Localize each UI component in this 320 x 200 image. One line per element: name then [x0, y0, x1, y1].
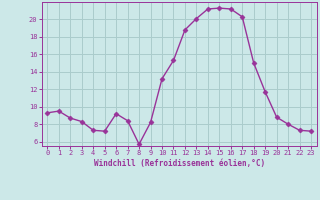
X-axis label: Windchill (Refroidissement éolien,°C): Windchill (Refroidissement éolien,°C)	[94, 159, 265, 168]
